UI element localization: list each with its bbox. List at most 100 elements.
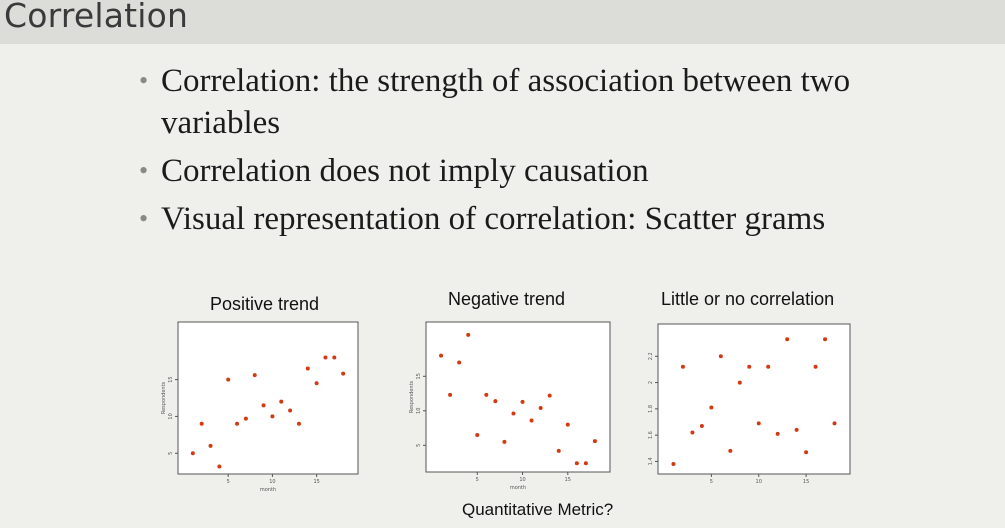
data-point bbox=[813, 364, 818, 369]
x-tick-label: 10 bbox=[269, 479, 275, 485]
bullet-dot-icon: • bbox=[139, 66, 149, 95]
data-point bbox=[226, 377, 231, 382]
data-point bbox=[323, 355, 328, 360]
data-point bbox=[288, 408, 293, 413]
caption: Quantitative Metric? bbox=[462, 500, 614, 519]
data-point bbox=[520, 399, 525, 404]
y-tick-label: 2.2 bbox=[648, 352, 654, 360]
data-point bbox=[484, 392, 489, 397]
y-tick-label: 2 bbox=[648, 381, 654, 384]
scatter-chart-none: 5 10 15 1.4 1.6 1.8 2 2.2 bbox=[648, 323, 851, 485]
data-point bbox=[457, 360, 462, 365]
y-tick-label: 1.8 bbox=[648, 405, 654, 413]
data-point bbox=[243, 416, 248, 421]
chart-title-negative: Negative trend bbox=[448, 289, 566, 309]
data-point bbox=[235, 421, 240, 426]
bullet-dot-icon: • bbox=[139, 156, 149, 185]
data-point bbox=[217, 464, 222, 469]
data-point bbox=[592, 439, 597, 444]
data-point bbox=[341, 371, 346, 376]
y-tick-label: 10 bbox=[416, 408, 422, 414]
x-tick-label: 15 bbox=[803, 479, 809, 485]
data-point bbox=[502, 439, 507, 444]
data-point bbox=[511, 411, 516, 416]
y-tick-label: 15 bbox=[416, 373, 422, 379]
data-point bbox=[208, 443, 213, 448]
data-point bbox=[583, 461, 588, 466]
y-tick-label: 5 bbox=[168, 452, 174, 455]
data-point bbox=[699, 423, 704, 428]
data-point bbox=[785, 337, 790, 342]
data-point bbox=[709, 405, 714, 410]
data-point bbox=[794, 427, 799, 432]
x-axis-label: month bbox=[510, 485, 526, 491]
bullet-list: • Correlation: the strength of associati… bbox=[135, 60, 935, 246]
data-point bbox=[305, 366, 310, 371]
title-bar bbox=[0, 0, 1005, 44]
data-point bbox=[766, 364, 771, 369]
data-point bbox=[574, 461, 579, 466]
data-point bbox=[680, 364, 685, 369]
x-axis-label: month bbox=[260, 487, 276, 493]
data-point bbox=[690, 430, 695, 435]
plot-frame bbox=[177, 321, 359, 475]
data-point bbox=[547, 393, 552, 398]
data-point bbox=[296, 421, 301, 426]
y-tick-label: 1.4 bbox=[648, 457, 654, 465]
data-point bbox=[190, 451, 195, 456]
data-point bbox=[671, 462, 676, 467]
bullet-item: • Correlation does not imply causation bbox=[135, 150, 935, 192]
data-point bbox=[261, 403, 266, 408]
x-tick-label: 15 bbox=[313, 479, 319, 485]
plot-frame bbox=[425, 321, 611, 473]
y-tick-label: 5 bbox=[416, 444, 422, 447]
data-point bbox=[775, 431, 780, 436]
bullet-item: • Visual representation of correlation: … bbox=[135, 198, 935, 240]
x-tick-label: 5 bbox=[227, 479, 230, 485]
data-point bbox=[823, 337, 828, 342]
data-point bbox=[475, 432, 480, 437]
data-point bbox=[832, 421, 837, 426]
scatter-chart-negative: 5 10 15 5 10 15 month Respondents bbox=[409, 321, 611, 491]
data-point bbox=[538, 406, 543, 411]
x-tick-label: 10 bbox=[756, 479, 762, 485]
bullet-item: • Correlation: the strength of associati… bbox=[135, 60, 935, 144]
y-axis-label: Respondents bbox=[161, 381, 167, 414]
data-point bbox=[728, 448, 733, 453]
y-tick-label: 10 bbox=[168, 413, 174, 419]
bullet-text: Correlation does not imply causation bbox=[161, 153, 649, 189]
data-point bbox=[556, 448, 561, 453]
x-tick-label: 10 bbox=[519, 477, 525, 483]
data-point bbox=[493, 399, 498, 404]
data-point bbox=[332, 355, 337, 360]
data-point bbox=[439, 353, 444, 358]
data-point bbox=[199, 421, 204, 426]
data-point bbox=[448, 392, 453, 397]
data-point bbox=[756, 421, 761, 426]
data-point bbox=[529, 418, 534, 423]
x-tick-label: 15 bbox=[565, 477, 571, 483]
data-point bbox=[565, 422, 570, 427]
chart-title-none: Little or no correlation bbox=[661, 289, 835, 309]
data-point bbox=[737, 380, 742, 385]
x-tick-label: 5 bbox=[710, 479, 713, 485]
y-tick-label: 15 bbox=[168, 376, 174, 382]
x-tick-label: 5 bbox=[476, 477, 479, 483]
chart-title-positive: Positive trend bbox=[210, 294, 320, 314]
data-point bbox=[747, 364, 752, 369]
data-point bbox=[252, 373, 257, 378]
bullet-text: Visual representation of correlation: Sc… bbox=[161, 201, 826, 237]
scatter-chart-positive: 5 10 15 5 10 15 month Respondents bbox=[161, 321, 359, 493]
data-point bbox=[718, 354, 723, 359]
data-point bbox=[804, 450, 809, 455]
data-point bbox=[279, 399, 284, 404]
y-tick-label: 1.6 bbox=[648, 431, 654, 439]
bullet-dot-icon: • bbox=[139, 204, 149, 233]
y-axis-label: Respondents bbox=[409, 380, 415, 413]
plot-frame bbox=[657, 323, 851, 475]
data-point bbox=[270, 414, 275, 419]
data-point bbox=[466, 332, 471, 337]
bullet-text: Correlation: the strength of association… bbox=[161, 63, 851, 141]
slide-title: Correlation bbox=[4, 0, 189, 35]
data-point bbox=[314, 381, 319, 386]
